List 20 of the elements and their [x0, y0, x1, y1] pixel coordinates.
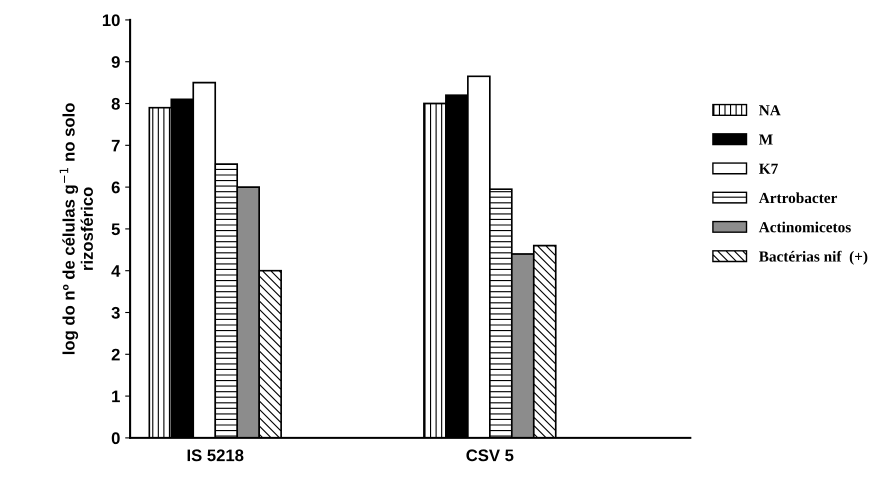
legend-label: K7 — [758, 164, 778, 174]
legend-label: M — [758, 134, 773, 145]
legend-label: NA — [759, 105, 781, 116]
y-tick-label: 4 — [111, 265, 120, 277]
legend-label: Artrobacter — [758, 192, 838, 204]
y-tick-label: 10 — [102, 14, 120, 26]
y-tick-label: 2 — [112, 348, 120, 360]
y-tick-label: 8 — [112, 98, 120, 110]
y-tick-label: 9 — [112, 56, 120, 68]
y-tick-label: 0 — [112, 432, 120, 444]
text: log do nº de células g$^{−1}$ no solo rizosférico — [60, 103, 93, 354]
y-tick-label: 5 — [112, 223, 120, 236]
y-tick-label: 6 — [112, 182, 120, 194]
x-tick-label: IS 5218 — [188, 449, 244, 462]
y-tick-label: 3 — [111, 306, 120, 319]
legend-label: Bactérias nif (+) — [758, 250, 868, 265]
y-tick-label: 1 — [112, 390, 120, 402]
legend-label: Actinomicetos — [758, 222, 851, 232]
x-tick-label: CSV 5 — [466, 449, 514, 462]
y-tick-label: 7 — [112, 140, 120, 152]
